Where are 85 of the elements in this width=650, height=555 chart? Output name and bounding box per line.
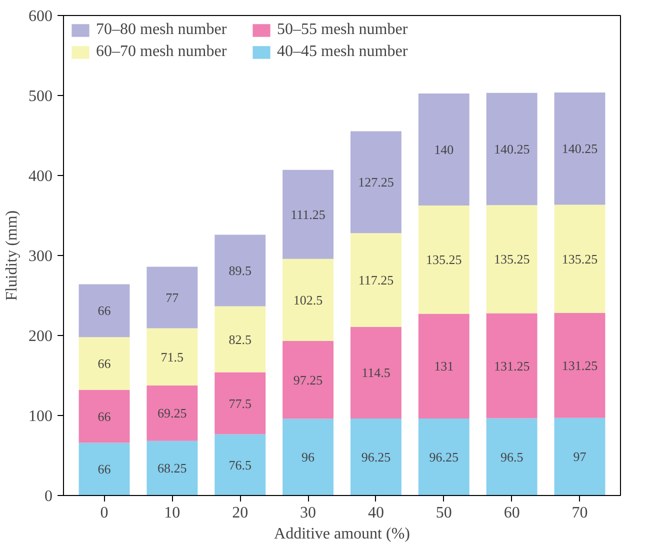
x-tick-label: 60 [504,504,520,522]
legend-label: 70–80 mesh number [96,21,228,39]
data-label: 76.5 [228,457,252,472]
bar [146,386,198,441]
bar [350,418,402,496]
data-label: 111.25 [290,206,326,222]
bar [350,233,402,327]
legend-label: 40–45 mesh number [277,43,409,61]
data-label: 66 [98,462,112,477]
bar [214,372,266,434]
bar [350,131,402,234]
data-label: 82.5 [228,332,252,347]
y-tick-label: 400 [28,168,52,185]
data-label: 68.25 [158,460,187,476]
y-tick-label: 200 [28,328,52,345]
y-tick-label: 300 [28,248,52,265]
x-tick-label: 50 [436,504,452,522]
data-label: 77.5 [228,396,252,411]
bar [282,170,334,259]
data-label: 131 [434,358,454,374]
data-label: 66 [98,356,112,371]
x-tick-label: 0 [100,504,108,522]
data-label: 69.25 [158,406,187,421]
data-label: 127.25 [358,174,394,190]
bar [78,390,130,443]
y-tick-label: 0 [44,488,52,505]
legend-label: 60–70 mesh number [96,43,228,61]
data-label: 97 [573,449,587,464]
bar [214,434,266,496]
data-label: 131.25 [494,358,530,374]
data-label: 96 [302,450,316,465]
bar [214,234,266,306]
y-tick-label: 100 [28,408,52,425]
bar [78,284,130,338]
data-label: 89.5 [228,263,252,278]
bar [282,418,334,496]
x-tick-label: 40 [368,504,384,522]
bar [418,206,470,314]
y-tick-label: 500 [28,88,52,105]
data-label: 117.25 [358,272,394,288]
data-label: 135.25 [426,252,462,268]
data-label: 114.5 [362,365,390,380]
bar [554,312,606,418]
bar [418,314,470,418]
data-label: 97.25 [293,372,323,388]
data-label: 96.5 [500,449,524,464]
data-label: 140.25 [562,141,598,156]
data-label: 131.25 [562,358,598,373]
data-label: 77 [166,290,180,305]
data-label: 102.5 [293,292,323,308]
x-tick-label: 20 [232,504,248,522]
bar [486,313,538,418]
bar [214,306,266,372]
x-axis-title: Additive amount (%) [274,526,410,542]
bar [418,94,470,206]
bar [282,340,334,419]
y-tick-label: 600 [28,8,52,25]
x-tick-label: 10 [164,504,180,522]
data-label: 140.25 [494,142,530,156]
data-label: 66 [98,408,112,424]
data-label: 140 [434,142,454,157]
bar [78,337,130,390]
x-tick-label: 30 [300,504,316,522]
bar [554,204,606,313]
bar [486,205,538,314]
data-label: 135.25 [494,252,530,267]
data-label: 135.25 [562,251,598,266]
bar [554,92,606,205]
legend-label: 50–55 mesh number [277,21,409,39]
bar [146,328,198,386]
bar [486,92,538,206]
bar [282,258,334,341]
data-label: 96.25 [361,450,391,464]
bar [146,266,198,328]
bar [486,418,538,496]
bar [78,442,130,496]
bar [554,418,606,496]
bar [146,440,198,496]
data-label: 96.25 [429,450,459,464]
bar [418,418,470,496]
data-label: 66 [98,303,112,318]
data-label: 71.5 [160,349,184,364]
y-axis-title: Fluidity (mm) [4,210,20,301]
x-tick-label: 70 [572,504,588,522]
bar [350,326,402,418]
